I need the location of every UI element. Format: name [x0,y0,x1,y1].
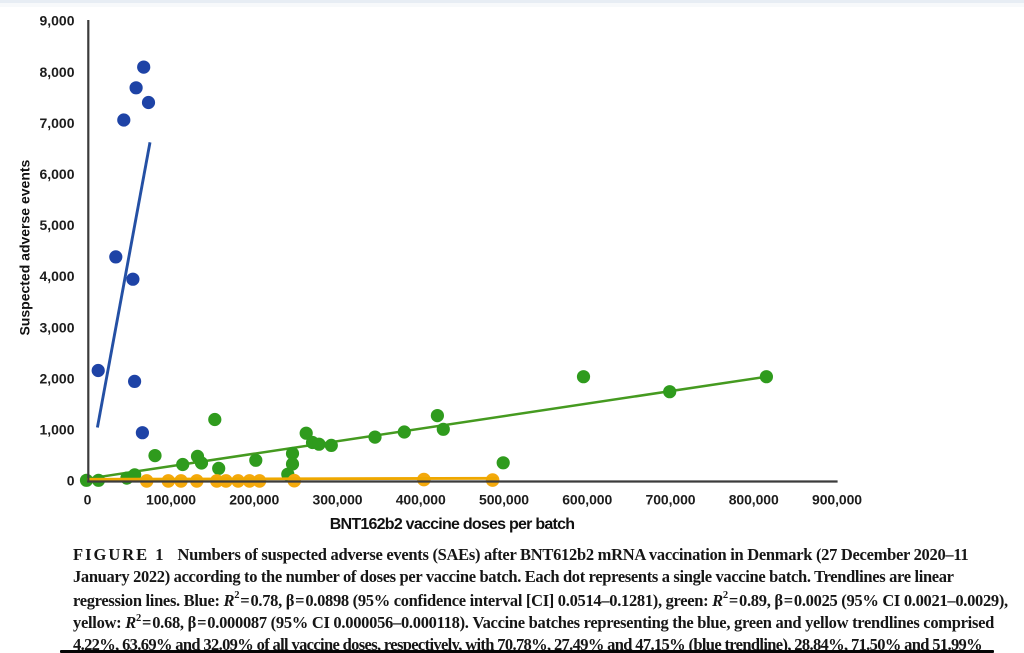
svg-text:6,000: 6,000 [39,166,74,182]
svg-text:900,000: 900,000 [812,491,862,507]
svg-text:500,000: 500,000 [479,491,529,507]
svg-text:0: 0 [84,491,92,507]
svg-text:700,000: 700,000 [646,491,696,507]
svg-text:3,000: 3,000 [39,319,74,335]
svg-text:0: 0 [67,473,75,489]
svg-text:9,000: 9,000 [39,13,74,29]
svg-text:4,000: 4,000 [39,268,74,284]
svg-text:800,000: 800,000 [729,491,779,507]
svg-text:100,000: 100,000 [146,491,196,507]
svg-text:400,000: 400,000 [396,491,446,507]
svg-text:600,000: 600,000 [562,491,612,507]
svg-text:5,000: 5,000 [39,217,74,233]
svg-text:1,000: 1,000 [39,422,74,438]
svg-text:BNT162b2 vaccine doses per bat: BNT162b2 vaccine doses per batch [330,516,575,533]
svg-text:2,000: 2,000 [39,370,74,386]
svg-text:300,000: 300,000 [313,491,363,507]
svg-text:7,000: 7,000 [39,115,74,131]
svg-text:8,000: 8,000 [39,64,74,80]
svg-text:200,000: 200,000 [229,491,279,507]
svg-text:Suspected adverse events: Suspected adverse events [17,159,33,335]
